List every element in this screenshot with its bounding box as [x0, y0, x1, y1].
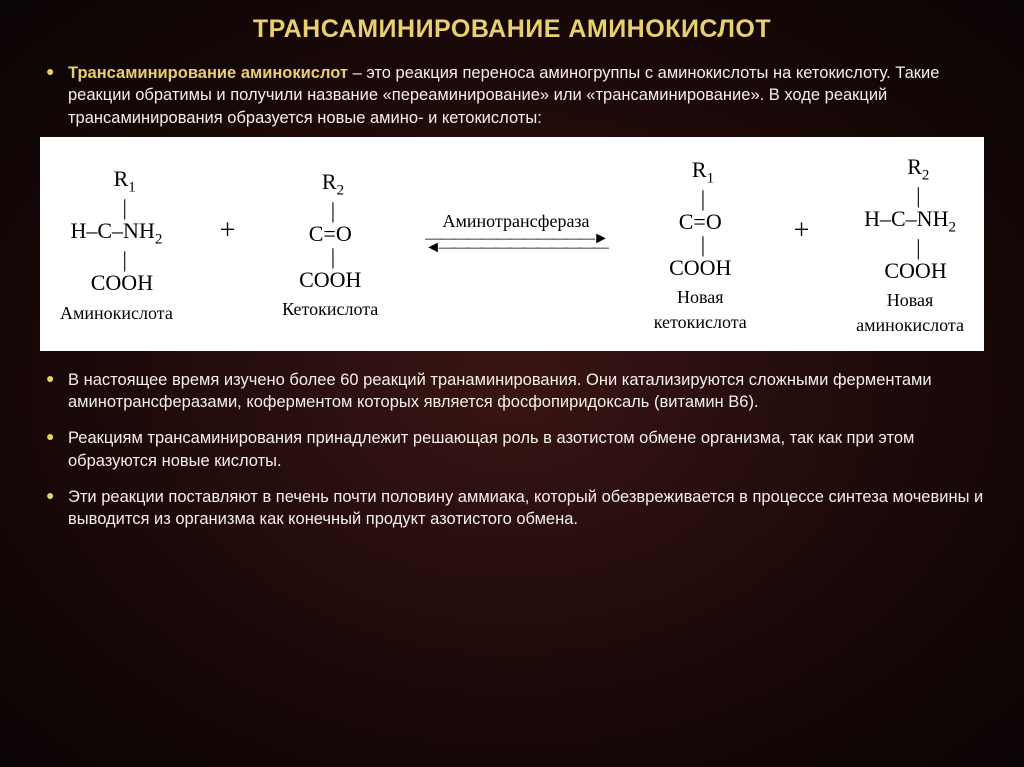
bullet-4: Эти реакции поставляют в печень почти по… — [40, 486, 984, 531]
bullet-1: Трансаминирование аминокислот – это реак… — [40, 62, 984, 351]
molecule-4: R2 | H–C–NH2 | COOH Новаяаминокислота — [856, 155, 964, 337]
reaction-row: R1 | H–C–NH2 | COOH Аминокислота + R2 | … — [60, 155, 964, 337]
mol3-label: Новаякетокислота — [654, 285, 747, 334]
reaction-diagram: R1 | H–C–NH2 | COOH Аминокислота + R2 | … — [40, 137, 984, 351]
arrow-glyph: ————————————►◄———————————— — [425, 235, 607, 253]
slide: ТРАНСАМИНИРОВАНИЕ АМИНОКИСЛОТ Трансамини… — [0, 0, 1024, 767]
plus-2: + — [790, 212, 814, 250]
mol3-struct: R1 | C=O | COOH — [654, 158, 747, 280]
reaction-arrow: Аминотрансфераза ————————————►◄—————————… — [421, 209, 611, 253]
mol4-struct: R2 | H–C–NH2 | COOH — [856, 155, 964, 283]
mol2-label: Кетокислота — [282, 297, 378, 321]
molecule-1: R1 | H–C–NH2 | COOH Аминокислота — [60, 167, 173, 325]
molecule-3: R1 | C=O | COOH Новаякетокислота — [654, 158, 747, 334]
molecule-2: R2 | C=O | COOH Кетокислота — [282, 170, 378, 322]
plus-1: + — [216, 212, 240, 250]
mol1-label: Аминокислота — [60, 301, 173, 325]
mol4-label: Новаяаминокислота — [856, 288, 964, 337]
bullet-list: Трансаминирование аминокислот – это реак… — [40, 62, 984, 531]
bullet-2: В настоящее время изучено более 60 реакц… — [40, 369, 984, 414]
mol2-struct: R2 | C=O | COOH — [282, 170, 378, 292]
bullet-1-lead: Трансаминирование аминокислот — [68, 64, 348, 82]
bullet-3: Реакциям трансаминирования принадлежит р… — [40, 427, 984, 472]
slide-title: ТРАНСАМИНИРОВАНИЕ АМИНОКИСЛОТ — [40, 15, 984, 44]
mol1-struct: R1 | H–C–NH2 | COOH — [60, 167, 173, 295]
